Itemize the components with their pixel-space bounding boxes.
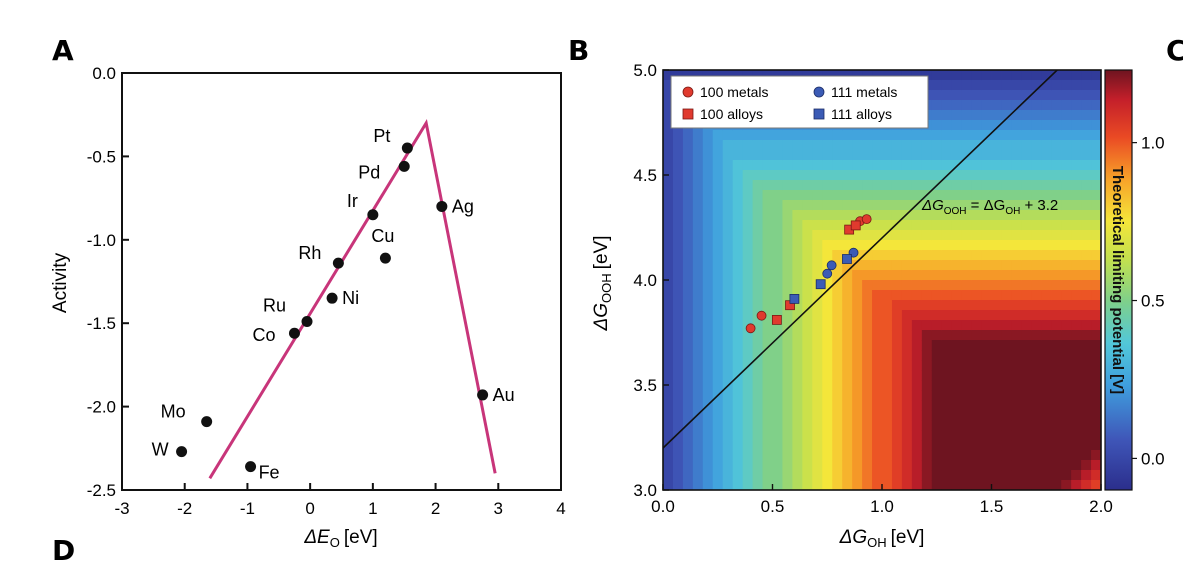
panel-letter-b: B	[568, 34, 589, 67]
legend-marker-100-metals	[682, 86, 694, 98]
panel-letter-a: A	[52, 34, 74, 67]
panel-a-x-tick-label: 2	[431, 499, 440, 518]
data-label-cu: Cu	[371, 226, 394, 246]
panel-a-plot-frame	[121, 72, 562, 491]
data-label-w: W	[152, 440, 169, 460]
volcano-line	[208, 118, 497, 480]
panel-letter-c: C	[1166, 34, 1183, 67]
legend-label-100-alloys: 100 alloys	[700, 106, 763, 122]
legend-label-100-metals: 100 metals	[700, 84, 768, 100]
panel-b-chart: ΔGOOH = ΔGOH + 3.2 100 metals 111 metals…	[591, 61, 1165, 550]
data-point-111-alloys	[789, 293, 800, 304]
data-label-ag: Ag	[452, 196, 474, 216]
legend-label-111-metals: 111 metals	[831, 84, 897, 100]
panel-a-x-tick-label: -1	[240, 499, 255, 518]
data-point-111-metals	[826, 260, 837, 271]
data-point-ru	[301, 316, 313, 328]
panel-a-y-tick-label: -1.0	[87, 231, 116, 250]
data-point-ir	[367, 209, 379, 221]
panel-a-x-axis-title: ΔEO [eV]	[303, 527, 377, 550]
legend-label-111-alloys: 111 alloys	[831, 106, 892, 122]
panel-b-x-tick-label: 1.0	[870, 497, 894, 516]
data-point-pd	[398, 160, 410, 172]
scaling-relation-label: ΔGOOH = ΔGOH + 3.2	[921, 197, 1058, 217]
panel-a-y-tick-label: -1.5	[87, 314, 116, 333]
data-label-co: Co	[252, 325, 275, 345]
data-point-100-metals	[861, 214, 872, 225]
colorbar	[1104, 69, 1133, 491]
panel-a-x-tick-label: 0	[305, 499, 314, 518]
data-label-mo: Mo	[161, 402, 186, 422]
data-point-pt	[401, 142, 413, 154]
panel-b-y-tick-label: 5.0	[633, 61, 657, 80]
data-point-100-alloys	[771, 314, 782, 325]
data-label-fe: Fe	[259, 463, 280, 483]
panel-letter-d: D	[52, 534, 75, 567]
panel-b-x-tick-label: 2.0	[1089, 497, 1113, 516]
panel-a-x-tick-label: -2	[177, 499, 192, 518]
panel-b-y-tick-label: 4.5	[633, 166, 657, 185]
panel-a-y-tick-label: 0.0	[92, 64, 116, 83]
panel-a-x-tick-label: 4	[556, 499, 565, 518]
data-label-pt: Pt	[373, 126, 390, 146]
data-point-100-metals	[756, 310, 767, 321]
panel-b-x-axis-title: ΔGOH [eV]	[839, 527, 925, 550]
data-point-ag	[436, 200, 448, 212]
data-point-100-alloys	[850, 220, 861, 231]
data-point-co	[288, 327, 300, 339]
panel-b-y-tick-label: 3.0	[633, 481, 657, 500]
data-point-fe	[245, 461, 257, 473]
data-label-ru: Ru	[263, 296, 286, 316]
panel-b-x-tick-label: 0.0	[651, 497, 675, 516]
heatmap	[663, 70, 1101, 490]
panel-b-x-tick-label: 0.5	[761, 497, 785, 516]
panel-a-x-tick-label: 1	[368, 499, 377, 518]
panel-a-y-tick-label: -2.0	[87, 398, 116, 417]
data-point-ni	[326, 292, 338, 304]
legend-marker-111-alloys	[813, 108, 825, 120]
data-point-111-alloys	[815, 279, 826, 290]
colorbar-tick-label: 0.5	[1141, 292, 1165, 311]
data-point-100-metals	[745, 323, 756, 334]
panel-b-y-tick-label: 3.5	[633, 376, 657, 395]
data-point-111-metals	[822, 268, 833, 279]
data-point-w	[176, 446, 188, 458]
legend-marker-100-alloys	[682, 108, 694, 120]
panel-b-y-tick-label: 4.0	[633, 271, 657, 290]
data-label-ni: Ni	[342, 288, 359, 308]
data-point-rh	[332, 257, 344, 269]
legend-box	[670, 75, 929, 129]
panel-a-x-tick-label: 3	[494, 499, 503, 518]
data-point-au	[477, 389, 489, 401]
data-label-ir: Ir	[347, 191, 358, 211]
data-point-cu	[379, 252, 391, 264]
data-point-mo	[201, 416, 213, 428]
panel-a-y-axis-title: Activity	[50, 252, 71, 313]
data-point-111-alloys	[842, 254, 852, 264]
panel-b-y-axis-title: ΔGOOH[eV]	[591, 236, 614, 332]
data-label-rh: Rh	[298, 243, 321, 263]
data-label-pd: Pd	[358, 162, 380, 182]
legend-marker-111-metals	[813, 86, 825, 98]
data-label-au: Au	[493, 385, 515, 405]
panel-b-x-tick-label: 1.5	[980, 497, 1004, 516]
colorbar-tick-label: 1.0	[1141, 134, 1165, 153]
colorbar-label: Theoretical limiting potential [V]	[1109, 166, 1126, 394]
colorbar-tick-label: 0.0	[1141, 449, 1165, 468]
panel-a-y-tick-label: -0.5	[87, 147, 116, 166]
panel-a-x-tick-label: -3	[114, 499, 129, 518]
scaling-relation-line	[663, 70, 1058, 449]
panel-a-y-tick-label: -2.5	[87, 481, 116, 500]
panel-a-chart: -3 -2 -1 0 1 2 3 4 0.0 -0.5 -1.0 -1.5 -2.0 -2.5 Pt PdI…	[50, 64, 566, 550]
